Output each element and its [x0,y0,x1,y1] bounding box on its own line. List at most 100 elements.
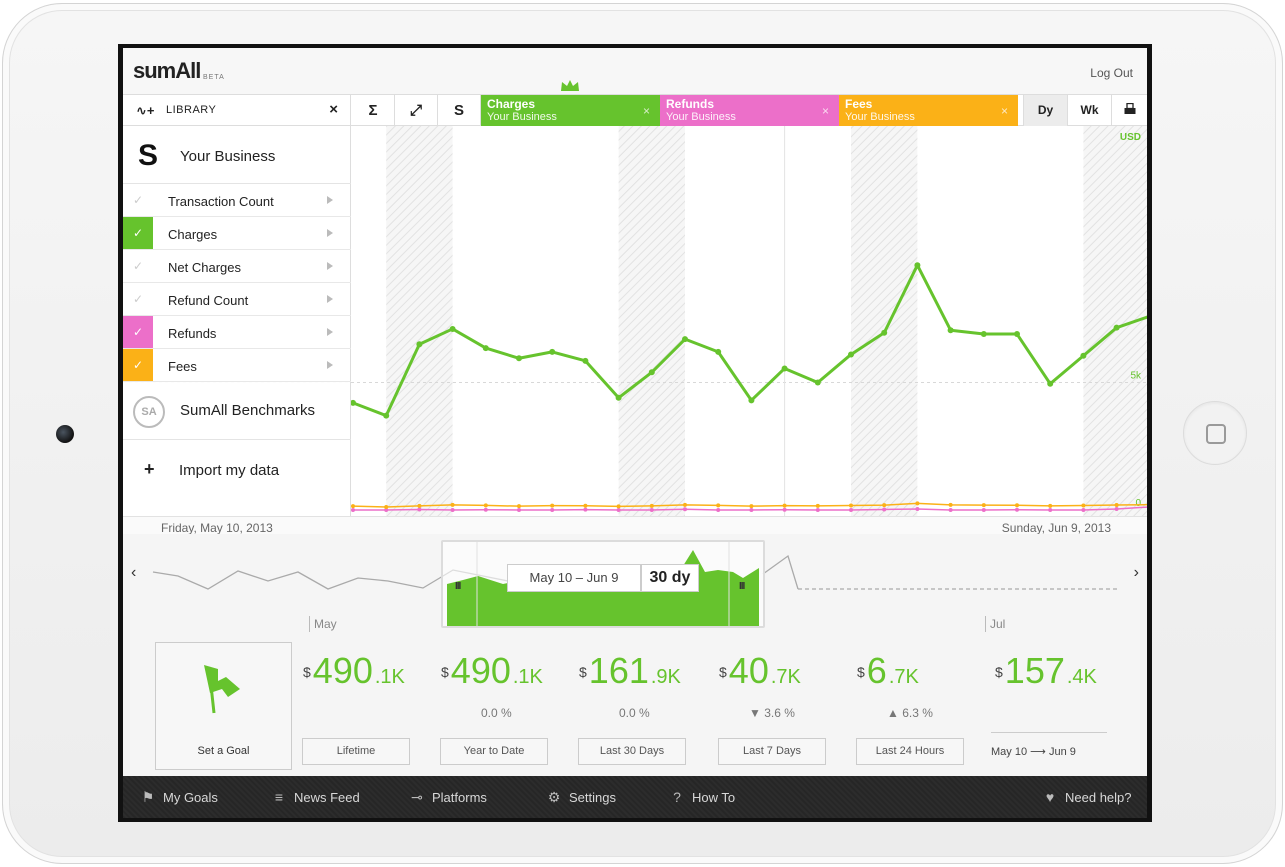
data-point-refunds[interactable] [351,508,355,512]
data-point-refunds[interactable] [849,508,853,512]
checkmark-icon[interactable]: ✓ [132,193,144,207]
data-point-fees[interactable] [351,504,355,509]
data-point-charges[interactable] [1080,352,1087,359]
print-button[interactable] [1111,95,1147,126]
data-point-refunds[interactable] [384,508,389,512]
set-goal-button[interactable]: Set a Goal [155,642,292,770]
data-point-fees[interactable] [849,503,853,508]
checkmark-icon[interactable]: ✓ [123,217,153,249]
data-point-charges[interactable] [980,331,987,338]
nav-need-help[interactable]: ♥ Need help? [1039,776,1132,818]
data-point-fees[interactable] [483,503,488,508]
data-point-fees[interactable] [981,503,986,508]
stat-period-button[interactable]: Last 30 Days [578,738,686,765]
data-point-refunds[interactable] [716,508,721,512]
library-toggle[interactable]: ∿+ LIBRARY × [123,95,351,126]
chip-close-icon[interactable]: × [1000,104,1008,118]
data-point-refunds[interactable] [948,508,953,512]
library-close-button[interactable]: × [329,101,338,118]
checkmark-icon[interactable]: ✓ [123,349,153,381]
data-point-fees[interactable] [649,503,654,508]
stripe-source-button[interactable]: S [438,95,481,126]
stat-period-button[interactable]: Last 7 Days [718,738,826,765]
data-point-charges[interactable] [582,357,589,364]
data-point-refunds[interactable] [782,507,787,512]
sum-tool-button[interactable]: Σ [352,95,395,126]
logout-link[interactable]: Log Out [1090,66,1133,80]
data-point-charges[interactable] [350,399,356,406]
metric-item-net-charges[interactable]: ✓ Net Charges [123,250,351,283]
metric-item-refund-count[interactable]: ✓ Refund Count [123,283,351,316]
chip-close-icon[interactable]: × [821,104,829,118]
your-business-header[interactable]: S Your Business [123,126,351,184]
left-drag-handle[interactable]: III [455,581,461,592]
data-point-fees[interactable] [683,502,687,507]
data-point-refunds[interactable] [1015,507,1019,512]
data-point-charges[interactable] [814,379,821,386]
nav-settings[interactable]: ⚙ Settings [543,776,616,818]
data-point-refunds[interactable] [616,508,621,512]
data-point-charges[interactable] [549,348,556,355]
home-button[interactable] [1183,401,1247,465]
metric-item-refunds[interactable]: ✓ Refunds [123,316,351,349]
data-point-charges[interactable] [482,345,489,352]
nav-news-feed[interactable]: ≡ News Feed [268,776,360,818]
data-point-charges[interactable] [881,329,888,336]
data-point-refunds[interactable] [815,508,820,512]
data-point-refunds[interactable] [1114,506,1119,511]
data-point-refunds[interactable] [550,508,555,512]
right-drag-handle[interactable]: III [739,581,745,592]
metric-item-fees[interactable]: ✓ Fees [123,349,351,382]
data-point-refunds[interactable] [981,508,986,512]
data-point-charges[interactable] [516,355,522,362]
data-point-charges[interactable] [748,397,755,404]
sumall-benchmarks[interactable]: SA SumAll Benchmarks [123,382,351,440]
import-data-button[interactable]: + Import my data [123,442,351,500]
data-point-charges[interactable] [715,348,722,355]
data-point-fees[interactable] [417,503,422,508]
data-point-charges[interactable] [615,394,622,401]
stat-period-button[interactable]: Year to Date [440,738,548,765]
data-point-fees[interactable] [583,503,588,508]
data-point-charges[interactable] [914,262,921,269]
trend-tool-button[interactable]: ⤢ [395,95,438,126]
data-point-fees[interactable] [749,504,754,509]
data-point-charges[interactable] [848,351,854,358]
data-point-refunds[interactable] [417,507,422,512]
data-point-refunds[interactable] [450,508,455,512]
data-point-refunds[interactable] [649,508,654,512]
data-point-fees[interactable] [1114,503,1119,508]
data-point-charges[interactable] [383,412,390,419]
data-point-refunds[interactable] [483,507,488,512]
day-range-button[interactable]: Dy [1023,95,1067,126]
data-point-fees[interactable] [782,503,787,508]
metric-item-transaction-count[interactable]: ✓ Transaction Count [123,184,351,217]
selected-range-days[interactable]: 30 dy [641,564,699,592]
data-point-charges[interactable] [682,336,688,343]
stat-period-button[interactable]: Lifetime [302,738,410,765]
metric-item-charges[interactable]: ✓ Charges [123,217,351,250]
data-point-refunds[interactable] [1048,508,1053,512]
data-point-refunds[interactable] [683,507,687,512]
timeline-prev-button[interactable]: ‹ [131,564,137,581]
data-point-refunds[interactable] [915,506,920,511]
data-point-fees[interactable] [882,503,887,508]
timeline-next-button[interactable]: › [1133,564,1139,581]
checkmark-icon[interactable]: ✓ [123,316,153,348]
data-point-fees[interactable] [550,503,555,508]
nav-platforms[interactable]: ⊸ Platforms [406,776,487,818]
checkmark-icon[interactable]: ✓ [132,292,144,306]
data-point-fees[interactable] [517,504,521,509]
refunds-series-chip[interactable]: Refunds Your Business × [660,95,839,126]
data-point-fees[interactable] [450,502,455,507]
stat-period-button[interactable]: Last 24 Hours [856,738,964,765]
data-point-fees[interactable] [616,504,621,509]
data-point-charges[interactable] [648,369,655,376]
data-point-refunds[interactable] [583,507,588,512]
data-point-charges[interactable] [947,327,954,334]
data-point-fees[interactable] [1048,503,1053,508]
data-point-charges[interactable] [416,341,423,348]
chip-close-icon[interactable]: × [642,104,650,118]
data-point-charges[interactable] [781,365,788,372]
checkmark-icon[interactable]: ✓ [132,259,144,273]
